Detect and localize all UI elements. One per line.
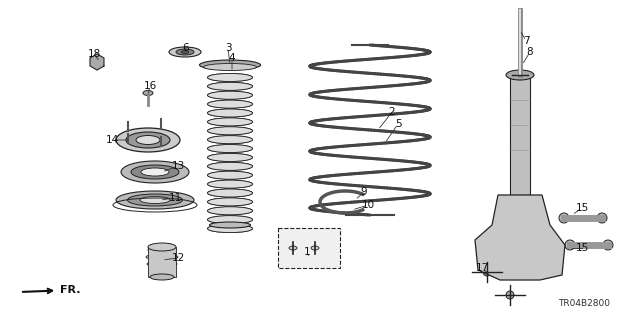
Ellipse shape bbox=[116, 191, 194, 209]
Text: 16: 16 bbox=[143, 81, 157, 91]
Ellipse shape bbox=[136, 136, 160, 145]
Ellipse shape bbox=[150, 274, 174, 280]
Ellipse shape bbox=[147, 261, 177, 267]
Circle shape bbox=[530, 215, 540, 225]
Text: 3: 3 bbox=[225, 43, 231, 53]
Circle shape bbox=[500, 220, 510, 230]
Bar bbox=[148, 247, 176, 277]
Ellipse shape bbox=[603, 240, 613, 250]
Ellipse shape bbox=[207, 171, 253, 179]
Text: 4: 4 bbox=[228, 53, 236, 63]
Ellipse shape bbox=[169, 47, 201, 57]
Ellipse shape bbox=[207, 91, 253, 99]
Ellipse shape bbox=[209, 222, 250, 228]
Circle shape bbox=[545, 230, 555, 240]
Ellipse shape bbox=[141, 168, 169, 176]
Ellipse shape bbox=[207, 109, 253, 117]
Ellipse shape bbox=[207, 180, 253, 188]
Ellipse shape bbox=[207, 225, 253, 233]
Bar bbox=[278, 228, 340, 268]
Text: 13: 13 bbox=[172, 161, 184, 171]
Ellipse shape bbox=[207, 73, 253, 81]
Text: 15: 15 bbox=[575, 203, 589, 213]
Text: 6: 6 bbox=[182, 43, 189, 53]
Ellipse shape bbox=[181, 50, 189, 54]
Ellipse shape bbox=[207, 189, 253, 197]
Bar bbox=[510, 75, 530, 195]
Circle shape bbox=[515, 255, 525, 265]
Text: 11: 11 bbox=[168, 193, 182, 203]
Ellipse shape bbox=[121, 161, 189, 183]
Ellipse shape bbox=[565, 240, 575, 250]
Ellipse shape bbox=[207, 145, 253, 152]
Ellipse shape bbox=[207, 100, 253, 108]
Text: 18: 18 bbox=[88, 49, 100, 59]
Text: 14: 14 bbox=[106, 135, 118, 145]
Ellipse shape bbox=[207, 118, 253, 126]
Ellipse shape bbox=[143, 91, 153, 95]
Text: 8: 8 bbox=[527, 47, 533, 57]
Text: 15: 15 bbox=[575, 243, 589, 253]
Text: TR04B2800: TR04B2800 bbox=[558, 299, 610, 308]
Ellipse shape bbox=[207, 127, 253, 135]
Circle shape bbox=[485, 245, 495, 255]
Ellipse shape bbox=[204, 63, 257, 70]
Polygon shape bbox=[475, 195, 565, 280]
Ellipse shape bbox=[207, 216, 253, 224]
Ellipse shape bbox=[506, 291, 514, 299]
Ellipse shape bbox=[116, 128, 180, 152]
Ellipse shape bbox=[559, 213, 569, 223]
Text: 9: 9 bbox=[361, 187, 367, 197]
Ellipse shape bbox=[148, 243, 176, 251]
Ellipse shape bbox=[207, 162, 253, 170]
Ellipse shape bbox=[126, 132, 170, 148]
Ellipse shape bbox=[597, 213, 607, 223]
Ellipse shape bbox=[200, 60, 260, 70]
Text: 2: 2 bbox=[388, 107, 396, 117]
Ellipse shape bbox=[207, 136, 253, 144]
Ellipse shape bbox=[289, 246, 297, 250]
Ellipse shape bbox=[207, 153, 253, 161]
Ellipse shape bbox=[127, 194, 182, 206]
Text: 5: 5 bbox=[395, 119, 401, 129]
Text: 7: 7 bbox=[523, 36, 529, 46]
Ellipse shape bbox=[148, 246, 176, 254]
Text: 12: 12 bbox=[172, 253, 184, 263]
Ellipse shape bbox=[483, 268, 491, 276]
Text: 17: 17 bbox=[476, 263, 488, 273]
Ellipse shape bbox=[140, 197, 170, 204]
Ellipse shape bbox=[131, 165, 179, 179]
Text: FR.: FR. bbox=[23, 285, 81, 295]
Ellipse shape bbox=[207, 82, 253, 90]
Ellipse shape bbox=[506, 70, 534, 80]
Polygon shape bbox=[90, 54, 104, 70]
Text: 10: 10 bbox=[362, 200, 374, 210]
Ellipse shape bbox=[207, 207, 253, 215]
Text: 1: 1 bbox=[304, 247, 310, 257]
Ellipse shape bbox=[207, 198, 253, 206]
Ellipse shape bbox=[176, 49, 194, 55]
Ellipse shape bbox=[146, 254, 178, 260]
Ellipse shape bbox=[149, 268, 175, 274]
Ellipse shape bbox=[311, 246, 319, 250]
